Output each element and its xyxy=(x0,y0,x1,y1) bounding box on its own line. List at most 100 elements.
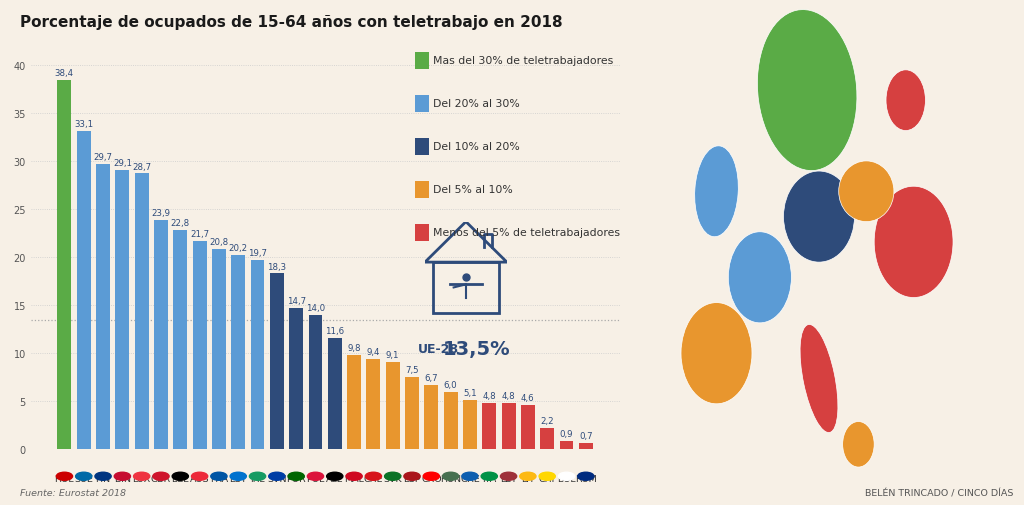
Circle shape xyxy=(288,472,304,480)
Bar xyxy=(173,231,187,449)
Circle shape xyxy=(539,472,555,480)
Circle shape xyxy=(95,472,112,480)
Bar xyxy=(502,403,515,449)
Bar xyxy=(193,241,207,449)
Bar xyxy=(289,309,303,449)
Bar xyxy=(424,385,438,449)
Bar xyxy=(154,220,168,449)
Bar xyxy=(347,356,361,449)
Circle shape xyxy=(366,472,382,480)
Circle shape xyxy=(115,472,130,480)
Ellipse shape xyxy=(758,11,857,171)
Bar xyxy=(367,359,380,449)
Text: Mas del 30% de teletrabajadores: Mas del 30% de teletrabajadores xyxy=(433,56,613,66)
Text: Fuente: Eurostat 2018: Fuente: Eurostat 2018 xyxy=(20,488,127,497)
Bar xyxy=(328,338,342,449)
Bar xyxy=(96,165,110,449)
Text: 7,5: 7,5 xyxy=(406,366,419,375)
Circle shape xyxy=(133,472,150,480)
Text: 38,4: 38,4 xyxy=(55,69,74,78)
Text: 29,7: 29,7 xyxy=(93,153,113,162)
Ellipse shape xyxy=(843,422,874,467)
Text: 14,0: 14,0 xyxy=(306,304,325,312)
Bar xyxy=(406,378,419,449)
Ellipse shape xyxy=(694,146,738,237)
Text: 11,6: 11,6 xyxy=(326,326,344,335)
Circle shape xyxy=(385,472,400,480)
Bar xyxy=(77,132,91,449)
Bar xyxy=(135,174,148,449)
Text: 22,8: 22,8 xyxy=(171,219,189,228)
Circle shape xyxy=(403,472,420,480)
Bar xyxy=(212,250,226,449)
Bar xyxy=(559,441,573,449)
Circle shape xyxy=(346,472,362,480)
Ellipse shape xyxy=(681,303,752,404)
Text: BELÉN TRINCADO / CINCO DÍAS: BELÉN TRINCADO / CINCO DÍAS xyxy=(865,488,1014,497)
Circle shape xyxy=(250,472,265,480)
Circle shape xyxy=(558,472,574,480)
Text: 23,9: 23,9 xyxy=(152,208,170,217)
Text: 18,3: 18,3 xyxy=(267,262,287,271)
Circle shape xyxy=(423,472,439,480)
Ellipse shape xyxy=(783,172,854,263)
Text: 4,6: 4,6 xyxy=(521,393,535,402)
Bar xyxy=(521,406,535,449)
Circle shape xyxy=(520,472,536,480)
Circle shape xyxy=(56,472,73,480)
Circle shape xyxy=(268,472,285,480)
Bar xyxy=(443,392,458,449)
Ellipse shape xyxy=(874,187,953,298)
Bar xyxy=(482,403,497,449)
Bar xyxy=(270,274,284,449)
Circle shape xyxy=(578,472,594,480)
Text: 29,1: 29,1 xyxy=(113,159,132,167)
Circle shape xyxy=(172,472,188,480)
Text: 4,8: 4,8 xyxy=(482,391,496,400)
Text: 6,7: 6,7 xyxy=(425,373,438,382)
Bar xyxy=(463,400,477,449)
Circle shape xyxy=(153,472,169,480)
Ellipse shape xyxy=(728,232,792,323)
Text: 14,7: 14,7 xyxy=(287,296,306,306)
Circle shape xyxy=(442,472,459,480)
Text: 9,8: 9,8 xyxy=(347,343,360,352)
Text: 0,9: 0,9 xyxy=(560,429,573,438)
Text: 5,1: 5,1 xyxy=(463,389,477,397)
Bar xyxy=(116,170,129,449)
Bar xyxy=(579,443,593,449)
Text: Del 20% al 30%: Del 20% al 30% xyxy=(433,98,520,109)
Circle shape xyxy=(230,472,247,480)
Text: 20,2: 20,2 xyxy=(228,244,248,252)
Text: 19,7: 19,7 xyxy=(248,248,267,258)
Bar xyxy=(231,256,245,449)
Text: 2,2: 2,2 xyxy=(541,417,554,425)
Circle shape xyxy=(76,472,92,480)
Text: 9,1: 9,1 xyxy=(386,350,399,359)
Ellipse shape xyxy=(800,325,838,433)
Circle shape xyxy=(191,472,208,480)
Circle shape xyxy=(307,472,324,480)
Bar xyxy=(308,315,323,449)
Bar xyxy=(57,81,72,449)
Text: Del 10% al 20%: Del 10% al 20% xyxy=(433,141,520,152)
Ellipse shape xyxy=(839,162,894,222)
Text: 28,7: 28,7 xyxy=(132,162,152,171)
Bar xyxy=(251,261,264,449)
Circle shape xyxy=(211,472,227,480)
Text: Menos del 5% de teletrabajadores: Menos del 5% de teletrabajadores xyxy=(433,227,621,237)
Text: 6,0: 6,0 xyxy=(443,380,458,389)
Bar xyxy=(386,362,399,449)
Text: Del 5% al 10%: Del 5% al 10% xyxy=(433,184,513,194)
Text: 0,7: 0,7 xyxy=(579,431,593,440)
Text: 4,8: 4,8 xyxy=(502,391,515,400)
Text: 33,1: 33,1 xyxy=(74,120,93,129)
Circle shape xyxy=(327,472,343,480)
Bar xyxy=(541,428,554,449)
Text: 21,7: 21,7 xyxy=(190,229,209,238)
Text: 9,4: 9,4 xyxy=(367,347,380,357)
Text: 20,8: 20,8 xyxy=(209,238,228,247)
Ellipse shape xyxy=(886,71,926,131)
Circle shape xyxy=(462,472,478,480)
Circle shape xyxy=(481,472,498,480)
